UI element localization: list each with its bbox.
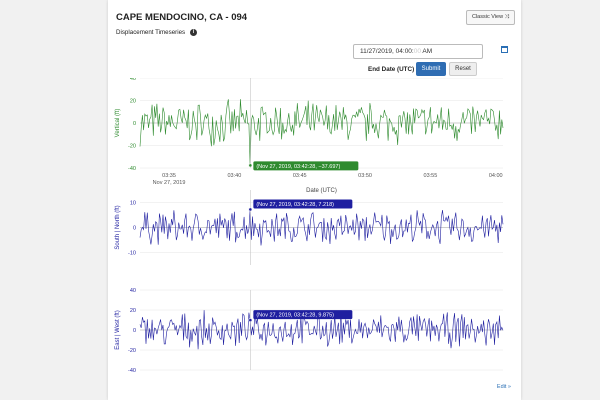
reset-button[interactable]: Reset bbox=[449, 62, 477, 76]
classic-view-button[interactable]: Classic View ⤨ bbox=[465, 10, 515, 25]
charts-container: 40 20 0 -20 -40 Vertical (ft) (Nov 27, 2019, 0… bbox=[115, 78, 504, 374]
y-axis-label: South | North (ft) bbox=[115, 205, 121, 249]
y-tick-label: -40 bbox=[128, 166, 136, 172]
y-tick-label: 0 bbox=[133, 121, 136, 127]
section-title: Displacement Timeseries i bbox=[116, 29, 198, 37]
tooltip-box bbox=[253, 161, 359, 171]
date-value-ampm: AM bbox=[420, 48, 433, 55]
date-value: 11/27/2019, 04:00: bbox=[360, 48, 414, 55]
y-tick-label: -20 bbox=[128, 348, 136, 354]
y-tick-label: -10 bbox=[128, 251, 136, 257]
y-tick-label: 20 bbox=[130, 308, 136, 314]
calendar-icon[interactable] bbox=[501, 46, 508, 53]
x-tick-label: 03:35 bbox=[162, 173, 176, 179]
y-axis-label: Vertical (ft) bbox=[115, 109, 121, 138]
x-tick-label: 04:00 bbox=[489, 173, 503, 179]
y-tick-label: 0 bbox=[133, 226, 136, 232]
x-tick-label: 03:40 bbox=[227, 173, 241, 179]
series-line bbox=[139, 310, 504, 350]
x-tick-label: 03:55 bbox=[424, 173, 438, 179]
x-tick-label: 03:45 bbox=[293, 173, 307, 179]
hover-point bbox=[248, 318, 253, 322]
tooltip-box bbox=[253, 310, 353, 320]
vertical-chart[interactable]: 40 20 0 -20 -40 Vertical (ft) (Nov 27, 2019, 0… bbox=[115, 78, 504, 194]
y-tick-label: -20 bbox=[128, 144, 136, 150]
tooltip-text: (Nov 27, 2019, 03:42:28, 9.875) bbox=[256, 313, 334, 319]
hover-point bbox=[248, 163, 253, 168]
tooltip-box bbox=[253, 199, 353, 209]
y-tick-label: 0 bbox=[133, 328, 136, 334]
series-line bbox=[139, 209, 504, 246]
page-title: CAPE MENDOCINO, CA - 094 bbox=[116, 12, 248, 23]
series-line bbox=[139, 99, 504, 166]
x-tick-sublabel: Nov 27, 2019 bbox=[153, 180, 186, 186]
east-west-chart[interactable]: 40 20 0 -20 -40 East | West (ft) (Nov 27, 2019… bbox=[115, 288, 504, 374]
y-tick-label: 40 bbox=[130, 78, 136, 82]
south-north-chart[interactable]: 10 0 -10 South | North (ft) (Nov 27, 2019, 0… bbox=[115, 190, 504, 265]
y-tick-label: 10 bbox=[130, 201, 136, 207]
hover-point bbox=[248, 207, 253, 212]
y-tick-label: 20 bbox=[130, 99, 136, 105]
info-icon[interactable]: i bbox=[190, 29, 198, 36]
y-tick-label: -40 bbox=[128, 368, 136, 374]
submit-button[interactable]: Submit bbox=[416, 62, 446, 76]
y-axis-label: East | West (ft) bbox=[115, 310, 121, 349]
y-tick-label: 40 bbox=[130, 288, 136, 294]
end-date-input[interactable]: 11/27/2019, 04:00:00 AM bbox=[353, 44, 483, 59]
x-axis-label: Date (UTC) bbox=[306, 188, 337, 194]
end-date-label: End Date (UTC) bbox=[368, 66, 415, 73]
main-panel: CAPE MENDOCINO, CA - 094 Classic View ⤨ … bbox=[108, 0, 521, 400]
tooltip-text: (Nov 27, 2019, 03:42:28, −37.697) bbox=[256, 164, 340, 170]
x-tick-label: 03:50 bbox=[358, 173, 372, 179]
date-value-seconds: 00 bbox=[413, 48, 421, 55]
tooltip-text: (Nov 27, 2019, 03:42:28, 7.218) bbox=[256, 202, 334, 208]
section-title-label: Displacement Timeseries bbox=[116, 29, 186, 37]
edit-link[interactable]: Edit » bbox=[496, 384, 511, 390]
